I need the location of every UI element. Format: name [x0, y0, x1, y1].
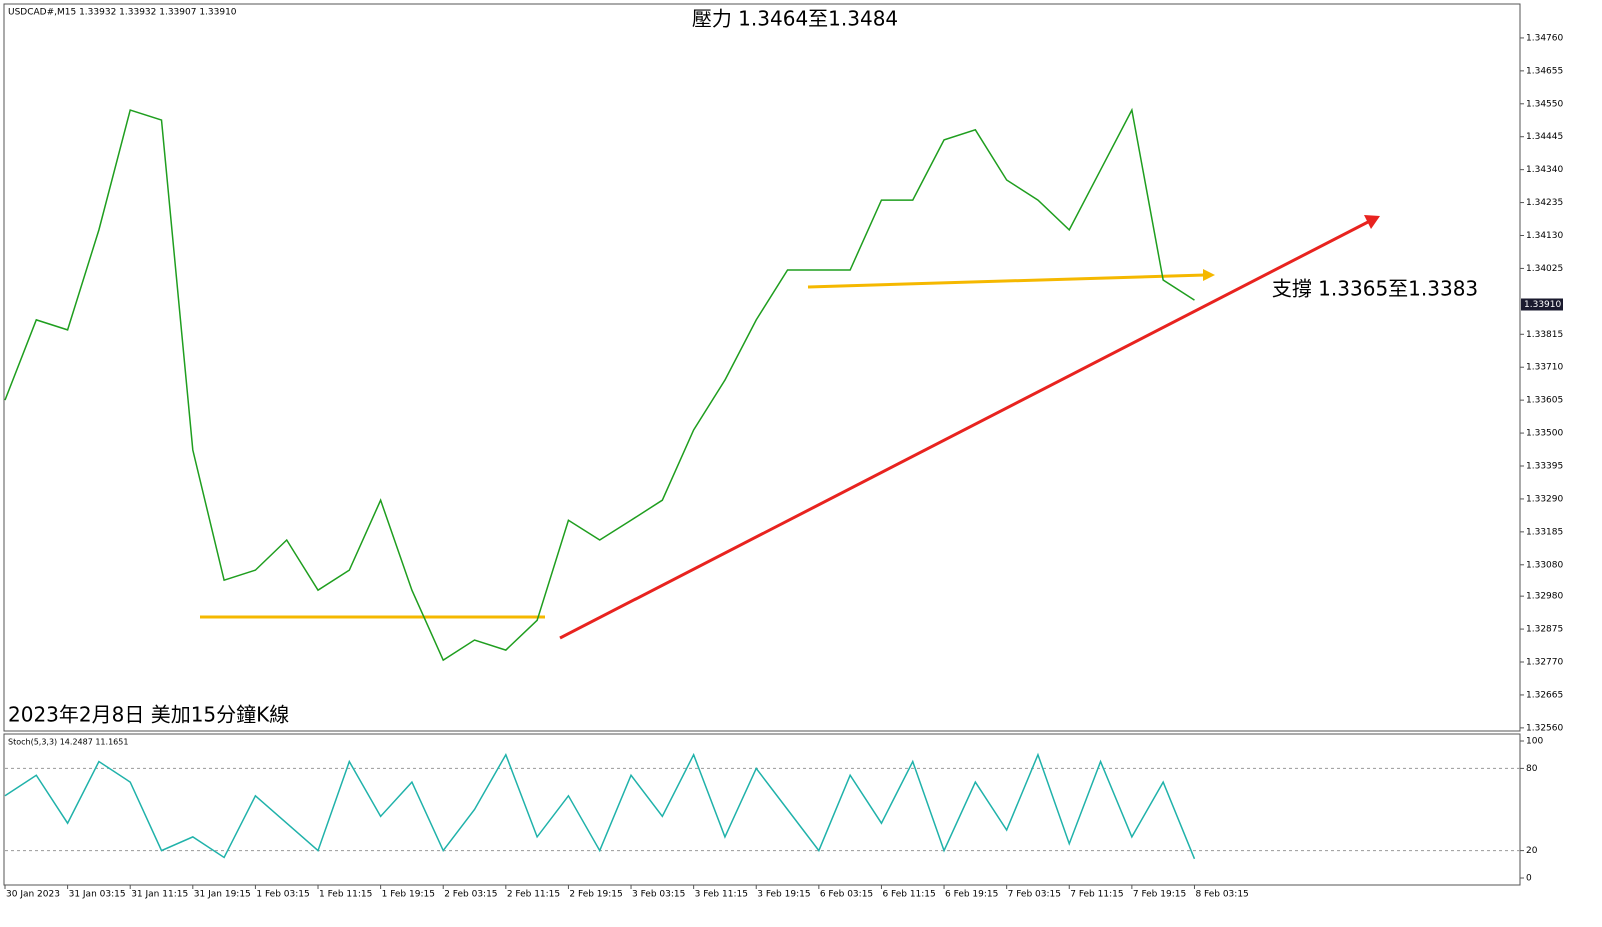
x-tick-label: 31 Jan 03:15 [69, 890, 126, 900]
trend-line [559, 220, 1369, 640]
y-tick-label: 1.34760 [1526, 33, 1563, 43]
y-tick-label: 1.34340 [1526, 165, 1563, 175]
y-tick-label: 1.34130 [1526, 231, 1563, 241]
x-tick-label: 3 Feb 03:15 [632, 890, 685, 900]
stoch-title: Stoch(5,3,3) 14.2487 11.1651 [8, 738, 128, 747]
main-panel [3, 3, 1521, 732]
y-tick-label: 1.34550 [1526, 99, 1563, 109]
y-tick-label: 0 [1526, 874, 1532, 884]
current-price-box [1521, 298, 1563, 311]
y-tick-label: 1.32875 [1526, 625, 1563, 635]
y-tick-label: 1.33290 [1526, 494, 1563, 504]
x-tick-label: 6 Feb 19:15 [945, 890, 998, 900]
y-tick-label: 1.33395 [1526, 462, 1563, 472]
arrow-head [1203, 269, 1215, 281]
annotation: 2023年2月8日 美加15分鐘K線 [8, 703, 289, 727]
y-tick-label: 1.34235 [1526, 198, 1563, 208]
x-tick-label: 3 Feb 11:15 [695, 890, 748, 900]
arrow-head [1364, 215, 1380, 229]
header: USDCAD#,M15 1.33932 1.33932 1.33907 1.33… [8, 8, 237, 18]
annotation: 壓力 1.3464至1.3484 [692, 7, 898, 31]
y-tick-label: 20 [1526, 846, 1538, 856]
x-tick-label: 7 Feb 11:15 [1070, 890, 1123, 900]
x-tick-label: 6 Feb 03:15 [820, 890, 873, 900]
y-tick-label: 1.34445 [1526, 132, 1563, 142]
x-tick-label: 7 Feb 03:15 [1008, 890, 1061, 900]
x-tick-label: 2 Feb 11:15 [507, 890, 560, 900]
stoch-panel [3, 733, 1521, 886]
y-tick-label: 1.32770 [1526, 658, 1563, 668]
y-tick-label: 80 [1526, 764, 1538, 774]
current-price-label: 1.33910 [1524, 300, 1561, 310]
y-tick-label: 1.33605 [1526, 396, 1563, 406]
x-tick-label: 7 Feb 19:15 [1133, 890, 1186, 900]
y-tick-label: 1.32665 [1526, 690, 1563, 700]
y-tick-label: 1.33500 [1526, 429, 1563, 439]
x-tick-label: 6 Feb 11:15 [882, 890, 935, 900]
x-tick-label: 2 Feb 19:15 [569, 890, 622, 900]
x-tick-label: 31 Jan 11:15 [131, 890, 188, 900]
x-tick-label: 1 Feb 03:15 [256, 890, 309, 900]
x-tick-label: 1 Feb 19:15 [382, 890, 435, 900]
y-tick-label: 1.34655 [1526, 66, 1563, 76]
price-line [4, 752, 1196, 860]
x-tick-label: 8 Feb 03:15 [1195, 890, 1248, 900]
y-tick-label: 1.32560 [1526, 723, 1563, 733]
y-tick-label: 1.33080 [1526, 560, 1563, 570]
y-tick-label: 1.32980 [1526, 592, 1563, 602]
resistance-line [807, 273, 1206, 289]
x-tick-label: 30 Jan 2023 [6, 890, 60, 900]
x-tick-label: 31 Jan 19:15 [194, 890, 251, 900]
price-line [4, 107, 1195, 662]
x-tick-label: 1 Feb 11:15 [319, 890, 372, 900]
y-tick-label: 1.33815 [1526, 330, 1563, 340]
x-tick-label: 2 Feb 03:15 [444, 890, 497, 900]
y-tick-label: 100 [1526, 737, 1543, 747]
x-tick-label: 3 Feb 19:15 [757, 890, 810, 900]
y-tick-label: 1.34025 [1526, 264, 1563, 274]
annotation: 支撐 1.3365至1.3383 [1272, 277, 1478, 301]
y-tick-label: 1.33185 [1526, 527, 1563, 537]
y-tick-label: 1.33710 [1526, 363, 1563, 373]
